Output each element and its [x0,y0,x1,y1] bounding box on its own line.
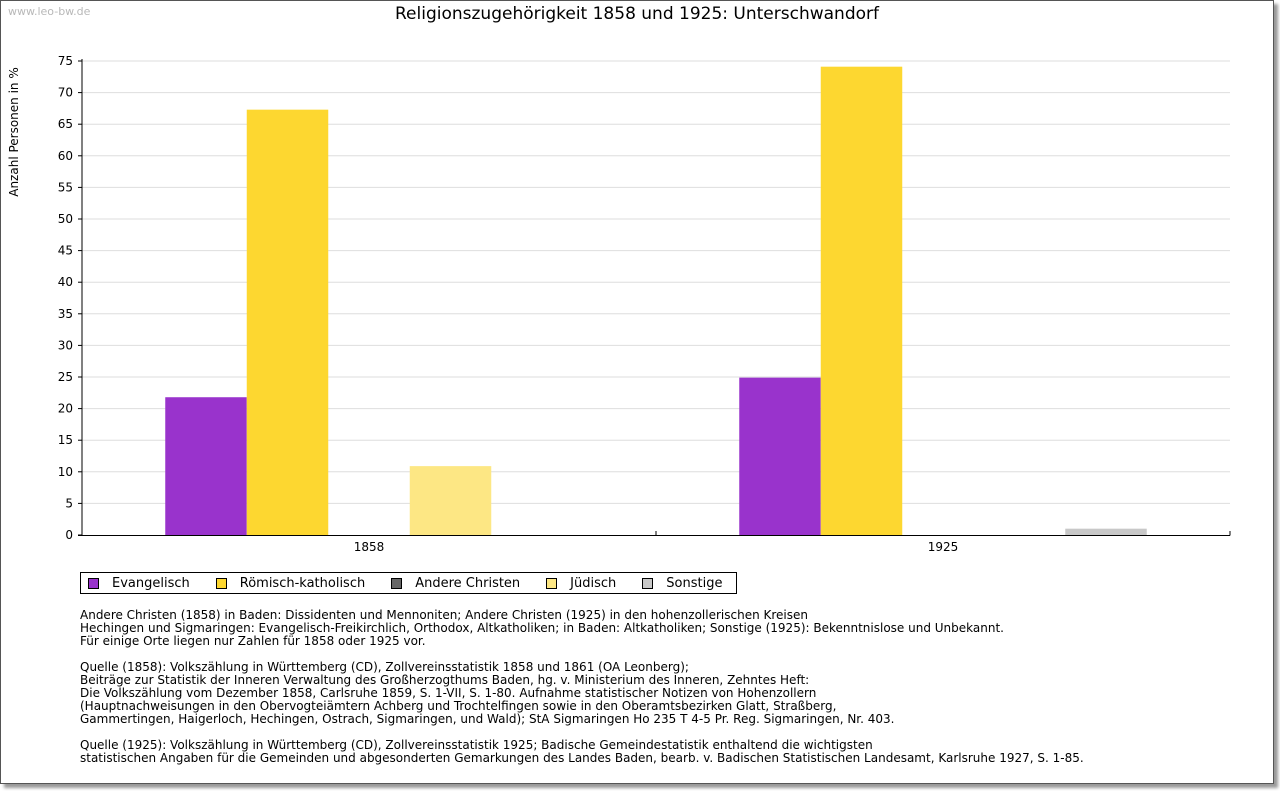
legend: Evangelisch Römisch-katholisch Andere Chri… [80,572,737,594]
bar-1925-1 [820,66,903,536]
legend-item: Jüdisch [546,576,616,591]
legend-swatch [642,577,654,589]
y-tick-label: 30 [58,338,73,352]
bar-chart: 0 5 10 15 20 25 30 35 40 45 50 55 60 65 70 75 1858 1925 [58,54,1231,554]
note-line: Quelle (1925): Volkszählung in Württembe… [80,738,873,752]
x-tick-label: 1858 [354,540,385,554]
y-tick-label: 70 [58,86,73,100]
note-line: statistischen Angaben für die Gemeinden … [80,751,1084,765]
legend-item: Sonstige [642,576,722,591]
note-paragraph: Andere Christen (1858) in Baden: Disside… [80,609,1260,648]
legend-item: Andere Christen [391,576,520,591]
note-line: Gammertingen, Haigerloch, Hechingen, Ost… [80,712,895,726]
y-tick-label: 40 [58,275,73,289]
bar-1925-0 [739,377,821,535]
legend-label: Evangelisch [112,575,190,591]
bar-1858-1 [246,109,329,535]
legend-swatch [391,577,403,589]
bar-1858-0 [165,397,247,535]
x-tick-label: 1925 [928,540,959,554]
y-tick-label: 25 [58,370,73,384]
note-line: Hechingen und Sigmaringen: Evangelisch-F… [80,621,1004,635]
y-tick-label: 0 [65,528,73,542]
bar-1925-4 [1065,528,1147,535]
note-line: (Hauptnachweisungen in den Obervogteiämt… [80,699,837,713]
note-paragraph: Quelle (1925): Volkszählung in Württembe… [80,739,1260,765]
legend-swatch [88,577,99,589]
legend-item: Römisch-katholisch [215,575,366,591]
y-tick-label: 75 [58,54,73,68]
y-tick-label: 15 [58,433,73,447]
watermark: www.leo-bw.de [8,5,91,18]
y-tick-label: 65 [58,117,73,131]
bar-1858-3 [409,466,492,535]
note-line: Andere Christen (1858) in Baden: Disside… [80,608,808,622]
y-tick-label: 60 [58,149,73,163]
legend-label: Römisch-katholisch [239,575,366,591]
y-tick-label: 10 [58,465,73,479]
note-line: Beiträge zur Statistik der Inneren Verwa… [80,673,810,687]
y-tick-label: 55 [58,180,73,194]
y-tick-label: 5 [65,496,73,510]
y-tick-label: 50 [58,212,73,226]
note-line: Die Volkszählung vom Dezember 1858, Carl… [80,686,817,700]
legend-label: Sonstige [666,575,723,591]
note-paragraph: Quelle (1858): Volkszählung in Württembe… [80,661,1260,726]
chart-title: Religionszugehörigkeit 1858 und 1925: Un… [395,4,879,24]
footnotes: Andere Christen (1858) in Baden: Disside… [80,609,1260,778]
note-line: Quelle (1858): Volkszählung in Württembe… [80,660,689,674]
note-line: Für einige Orte liegen nur Zahlen für 18… [80,634,426,648]
legend-item: Evangelisch [88,576,190,591]
y-tick-label: 45 [58,244,73,258]
y-tick-label: 20 [58,402,73,416]
legend-swatch [215,577,227,589]
legend-label: Andere Christen [415,575,521,591]
legend-swatch [546,577,558,589]
legend-label: Jüdisch [570,575,617,591]
y-tick-label: 35 [58,307,73,321]
